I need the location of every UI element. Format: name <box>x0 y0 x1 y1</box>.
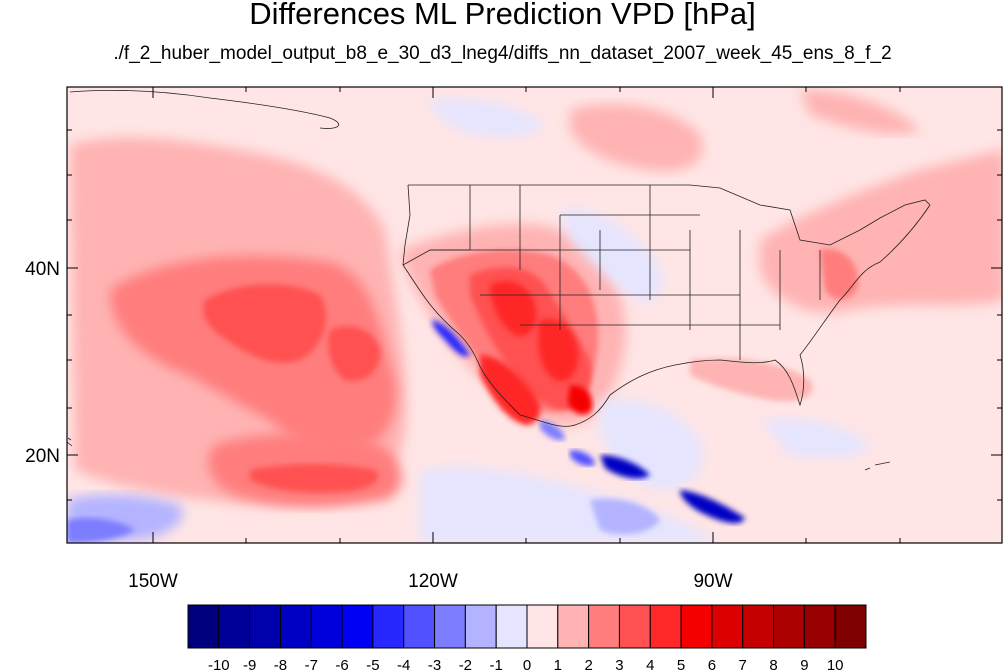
colorbar-label: 10 <box>827 657 844 672</box>
colorbar-swatch <box>249 604 281 649</box>
colorbar-swatch <box>434 604 466 649</box>
colorbar-label: 0 <box>523 657 531 672</box>
colorbar-swatch <box>187 604 220 649</box>
colorbar-label: -1 <box>490 657 503 672</box>
lat-label-40n: 40N <box>25 259 60 280</box>
colorbar-label: 5 <box>677 657 685 672</box>
colorbar: -10 -9 -8 -7 -6 -5 -4 -3 -2 -1 0 1 2 3 4 5 6 7 8 9 10 <box>187 604 867 672</box>
colorbar-swatch <box>618 604 651 649</box>
colorbar-swatch <box>834 604 867 649</box>
colorbar-label: -4 <box>397 657 410 672</box>
colorbar-label: -9 <box>243 657 256 672</box>
colorbar-swatch <box>279 604 312 649</box>
colorbar-swatch <box>372 604 405 649</box>
colorbar-swatch <box>711 604 744 649</box>
colorbar-swatch <box>341 604 374 649</box>
colorbar-swatch <box>526 604 559 649</box>
colorbar-label: -2 <box>459 657 472 672</box>
lon-label-90w: 90W <box>693 571 732 592</box>
colorbar-swatch <box>218 604 251 649</box>
colorbar-label: 7 <box>739 657 747 672</box>
colorbar-swatch <box>773 604 805 649</box>
colorbar-swatch <box>310 604 343 649</box>
colorbar-swatch <box>742 604 775 649</box>
colorbar-label: 8 <box>769 657 777 672</box>
colorbar-label: 1 <box>554 657 562 672</box>
map-ticks <box>67 87 1002 543</box>
difference-field <box>67 87 1002 543</box>
colorbar-swatch <box>495 604 528 649</box>
lat-label-20n: 20N <box>25 446 60 467</box>
lon-label-120w: 120W <box>408 571 458 592</box>
colorbar-label: -5 <box>366 657 379 672</box>
map-title: Differences ML Prediction VPD [hPa] <box>249 0 756 31</box>
colorbar-swatch <box>464 604 497 649</box>
colorbar-label: -10 <box>208 657 230 672</box>
colorbar-swatch <box>649 604 682 649</box>
colorbar-swatch <box>557 604 590 649</box>
map-subtitle: ./f_2_huber_model_output_b8_e_30_d3_lneg… <box>113 43 892 64</box>
colorbar-label: 9 <box>800 657 808 672</box>
colorbar-label: 4 <box>646 657 654 672</box>
colorbar-label: -3 <box>428 657 441 672</box>
lon-label-150w: 150W <box>128 571 178 592</box>
colorbar-swatch <box>803 604 836 649</box>
colorbar-label: 6 <box>708 657 716 672</box>
colorbar-swatch <box>403 604 436 649</box>
colorbar-label: -6 <box>335 657 348 672</box>
colorbar-label: -8 <box>274 657 287 672</box>
colorbar-swatch <box>588 604 620 649</box>
colorbar-label: 3 <box>615 657 623 672</box>
colorbar-label: -7 <box>305 657 318 672</box>
colorbar-swatch <box>680 604 713 649</box>
colorbar-label: 2 <box>584 657 592 672</box>
